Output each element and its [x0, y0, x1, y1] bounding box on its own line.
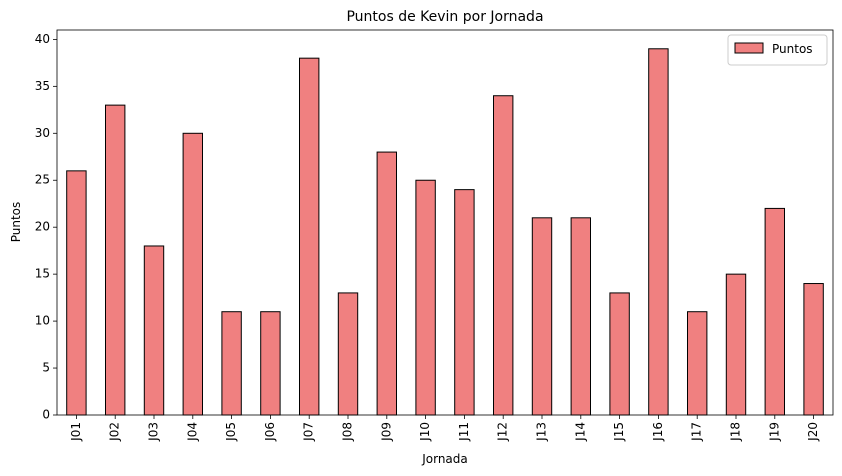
bar-j15 — [609, 292, 630, 416]
x-tick-label: J18 — [729, 422, 743, 442]
x-tick-label: J17 — [690, 422, 704, 442]
x-tick-label: J15 — [612, 422, 626, 442]
bar-j05 — [221, 311, 242, 416]
x-tick-label: J13 — [535, 422, 549, 442]
chart-title: Puntos de Kevin por Jornada — [346, 9, 543, 25]
y-tick-label: 25 — [35, 173, 50, 187]
y-tick-label: 20 — [35, 220, 50, 234]
bar-j02 — [105, 104, 126, 416]
x-tick-label: J06 — [263, 422, 277, 442]
x-tick-label: J19 — [767, 422, 781, 442]
x-tick-label: J16 — [651, 422, 665, 442]
bar-j17 — [687, 311, 708, 416]
x-tick-label: J14 — [573, 422, 587, 442]
legend: Puntos — [727, 34, 828, 66]
y-tick-label: 5 — [42, 361, 50, 375]
y-axis: 0 5 10 15 20 25 30 35 40 — [35, 32, 57, 422]
y-axis-title: Puntos — [9, 202, 23, 243]
x-tick-label: J12 — [496, 422, 510, 442]
bar-j07 — [299, 57, 320, 416]
x-tick-label: J03 — [147, 422, 161, 442]
plot-frame — [56, 29, 834, 416]
x-tick-label: J10 — [418, 422, 432, 442]
x-tick-label: J11 — [457, 422, 471, 442]
bars-group — [66, 48, 824, 416]
x-tick-label: J02 — [108, 422, 122, 442]
x-tick-label: J01 — [69, 422, 83, 442]
legend-swatch — [734, 42, 764, 54]
x-tick-label: J07 — [302, 422, 316, 442]
x-tick-label: J20 — [806, 422, 820, 442]
bar-j11 — [454, 189, 475, 416]
plot-area — [57, 30, 833, 415]
bar-j04 — [182, 132, 204, 416]
bar-j16 — [648, 48, 669, 416]
y-tick-label: 10 — [35, 314, 50, 328]
x-tick-label: J04 — [185, 422, 199, 442]
legend-label: Puntos — [772, 42, 813, 56]
x-axis-title: Jornada — [421, 452, 468, 466]
bar-j14 — [570, 217, 591, 416]
bar-j08 — [337, 292, 359, 416]
y-tick-label: 40 — [35, 32, 50, 46]
y-tick-label: 35 — [35, 79, 50, 93]
x-axis: J01 J02 J03 J04 J05 J06 J07 J08 J09 J10 J11 J12 J13 J… — [69, 415, 820, 442]
bar-j09 — [376, 151, 398, 416]
y-tick-label: 15 — [35, 267, 50, 281]
bar-j01 — [66, 170, 87, 416]
bar-j19 — [764, 207, 785, 416]
x-tick-label: J09 — [379, 422, 393, 442]
y-tick-label: 30 — [35, 126, 50, 140]
x-tick-label: J05 — [224, 422, 238, 442]
bar-j20 — [803, 283, 824, 416]
x-tick-label: J08 — [341, 422, 355, 442]
bar-j12 — [493, 95, 514, 416]
bar-j03 — [143, 245, 165, 416]
bar-j18 — [725, 273, 747, 416]
y-tick-label: 0 — [42, 408, 50, 422]
bar-j13 — [531, 217, 553, 416]
bar-j10 — [415, 179, 436, 416]
bar-j06 — [260, 311, 281, 416]
